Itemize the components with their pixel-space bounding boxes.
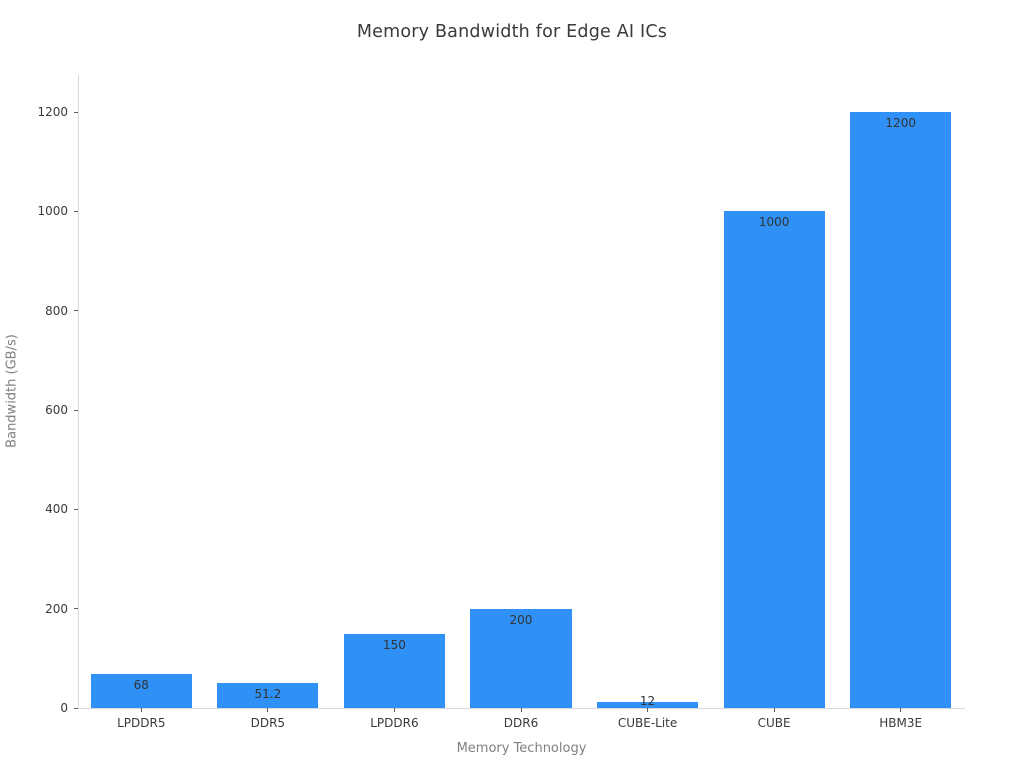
bar-value-label: 150 (382, 637, 406, 652)
bar (723, 211, 825, 708)
x-tick-mark (393, 708, 395, 712)
y-tick-mark (74, 409, 78, 411)
x-tick-mark (267, 708, 269, 712)
x-tick-mark (773, 708, 775, 712)
chart-title: Memory Bandwidth for Edge AI ICs (356, 22, 668, 42)
y-tick-label: 1200 (37, 105, 68, 119)
x-axis-line (78, 708, 965, 709)
y-axis-line (78, 75, 79, 709)
bar (470, 608, 572, 708)
x-tick-label: CUBE (757, 716, 791, 730)
bar-value-label: 1000 (758, 215, 790, 230)
bar (343, 633, 446, 708)
x-tick-label: HBM3E (879, 716, 923, 730)
y-tick-label: 600 (45, 403, 68, 417)
x-tick-mark (900, 708, 902, 712)
y-tick-mark (74, 608, 78, 610)
y-tick-mark (74, 508, 78, 510)
bar (596, 702, 699, 708)
bar (850, 112, 952, 708)
x-tick-label: DDR6 (503, 716, 539, 730)
x-tick-label: DDR5 (250, 716, 286, 730)
y-tick-label: 800 (45, 303, 68, 318)
x-tick-label: LPDDR5 (117, 716, 166, 730)
bar (90, 674, 192, 708)
x-tick-label: CUBE-Lite (617, 716, 678, 730)
y-tick-mark (74, 707, 78, 709)
x-tick-mark (520, 708, 522, 712)
y-tick-mark (74, 210, 78, 212)
y-tick-mark (74, 111, 78, 113)
x-axis-title: Memory Technology (456, 741, 587, 756)
bar-value-label: 12 (639, 694, 656, 709)
y-tick-label: 0 (60, 701, 68, 715)
bar-value-label: 51.2 (254, 686, 282, 701)
y-tick-label: 1000 (37, 204, 68, 219)
x-tick-label: LPDDR6 (370, 716, 419, 730)
y-tick-mark (74, 310, 78, 312)
y-axis-title: Bandwidth (GB/s) (4, 334, 20, 448)
bar-value-label: 68 (133, 678, 149, 693)
bar (217, 682, 319, 708)
bar-value-label: 1200 (885, 116, 916, 130)
x-tick-mark (647, 708, 649, 712)
y-tick-label: 400 (45, 502, 68, 517)
y-tick-label: 200 (45, 601, 68, 616)
bar-value-label: 200 (509, 612, 533, 627)
x-tick-mark (140, 708, 142, 712)
